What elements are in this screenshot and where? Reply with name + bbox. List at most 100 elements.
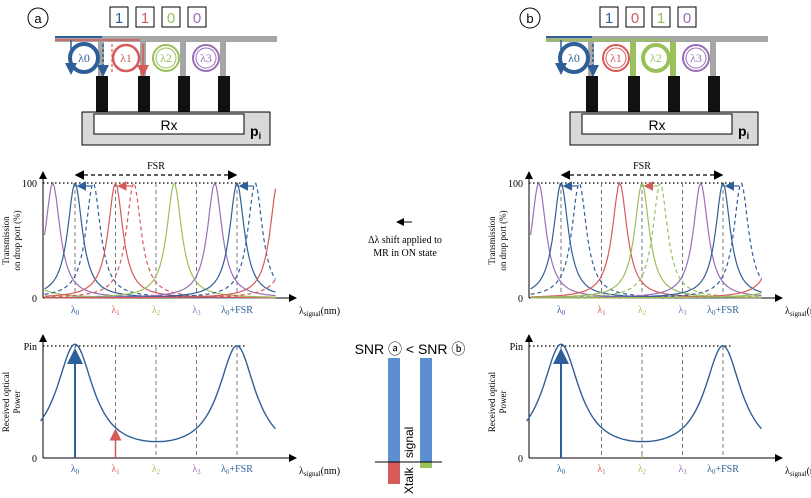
x-tick-label: λ0+FSR [707,464,739,476]
x-tick-label: λ2 [638,464,647,476]
svg-text:λ3: λ3 [200,51,212,65]
y-min-label: 0 [518,454,523,465]
y-axis-label-2: on drop port (%) [498,210,508,270]
bit-3: 0 [193,10,201,27]
x-tick-label: λ2 [152,305,161,317]
snr-comparison: SNR ⓐ < SNR ⓑ signal Xtalk [355,341,466,494]
resonance-curve-original [44,181,276,299]
ring-3: λ3 [682,44,710,72]
panel-a-badge: a [27,7,49,29]
y-min-label: 0 [32,294,37,305]
power-label: pi [738,123,749,141]
x-tick-label: λ3 [192,464,201,476]
photodetector [668,76,680,112]
svg-text:λ1: λ1 [610,51,622,65]
y-axis-label-2: on drop port (%) [12,210,22,270]
ring-1: λ1 [111,43,141,73]
ring-0: λ0 [68,42,100,74]
x-tick-label: λ2 [638,305,647,317]
bus-waveguide [55,36,277,42]
panel-b-power-plot: λ0 λ1 λ2 λ3 λ0+FSR Pin 0 Received optical Power λ… [487,334,811,478]
x-tick-label: λ1 [111,464,120,476]
bit-0: 1 [605,10,613,27]
resonance-curve-original [44,278,276,299]
photodetector [96,76,108,112]
x-tick-label: λ1 [597,305,606,317]
panel-b-transmission-plot: FSR λ0 λ1 λ2 λ3 λ0+FSR 100 0 Transmission on drop… [487,161,811,318]
photodetector [708,76,720,112]
photodetector [218,76,230,112]
power-label: pi [250,123,261,141]
panel-b-bits: 1 0 1 0 [599,6,697,28]
ring-0: λ0 [558,42,590,74]
panel-b-badge: b [519,7,541,29]
x-axis-label: λsignal(nm) [299,306,340,318]
bit-1: 1 [141,10,149,27]
svg-text:λ2: λ2 [650,51,662,65]
shift-legend-line1: Δλ shift applied to [368,235,442,246]
fsr-label: FSR [633,161,651,172]
y-max-label: 100 [508,179,523,190]
x-tick-label: λ0+FSR [221,305,253,317]
ring-3: λ3 [192,44,220,72]
x-tick-label: λ0 [71,305,80,317]
panel-a-power-plot: λ0 λ1 λ2 λ3 λ0+FSR Pin 0 Received optical Power λ… [1,334,340,478]
shift-legend-line2: MR in ON state [373,248,437,259]
bit-1: 0 [631,10,639,27]
svg-text:λ1: λ1 [120,51,132,65]
snr-signal-label: signal [402,427,416,458]
svg-text:λ3: λ3 [690,51,702,65]
x-axis-label: λsignal(nm) [299,466,340,478]
x-tick-label: λ3 [192,305,201,317]
x-tick-label: λ0 [71,464,80,476]
bit-2: 0 [167,10,175,27]
y-axis-label: Received optical [487,371,497,432]
svg-text:λ0: λ0 [78,51,90,65]
x-tick-label: λ0 [557,464,566,476]
panel-a-transmission-plot: FSR λ0 λ1 λ2 λ3 λ0+FSR 100 0 Transmission on drop… [1,161,340,318]
ring-2: λ2 [152,44,180,72]
snr-a-signal-bar [388,358,400,462]
x-tick-label: λ3 [678,464,687,476]
photodetector [628,76,640,112]
y-min-label: 0 [518,294,523,305]
fsr-label: FSR [147,161,165,172]
x-tick-label: λ0+FSR [707,305,739,317]
snr-a-xtalk-bar [388,462,400,484]
receiver-label: Rx [160,117,177,133]
x-axis-label: λsignal(nm) [785,306,811,318]
y-max-label: Pin [24,342,37,353]
receiver-label: Rx [648,117,665,133]
x-tick-label: λ2 [152,464,161,476]
y-axis-label-2: Power [12,391,22,414]
snr-xtalk-label: Xtalk [402,466,416,494]
panel-a-architecture: a 1 1 0 0 λ0 λ1 [27,6,277,146]
resonance-curve-original [530,295,762,299]
x-tick-label: λ1 [597,464,606,476]
snr-b-xtalk-bar [420,462,432,468]
snr-b-signal-bar [420,358,432,462]
y-max-label: Pin [510,342,523,353]
bit-2: 1 [657,10,665,27]
panel-b-label: b [526,11,533,26]
y-axis-label: Received optical [1,371,11,432]
panel-a-label: a [34,11,42,26]
bit-3: 0 [683,10,691,27]
shift-legend: Δλ shift applied to MR in ON state [368,218,442,259]
x-tick-label: λ3 [678,305,687,317]
y-min-label: 0 [32,454,37,465]
photodetector [586,76,598,112]
ring-1: λ1 [602,44,630,72]
photodetector [178,76,190,112]
y-axis-label: Transmission [487,216,497,265]
x-tick-label: λ0 [557,305,566,317]
x-axis-label: λsignal(nm) [785,466,811,478]
svg-text:λ0: λ0 [568,51,580,65]
snr-text: SNR ⓐ < SNR ⓑ [355,341,466,357]
x-tick-label: λ1 [111,305,120,317]
svg-text:λ2: λ2 [160,51,172,65]
y-axis-label: Transmission [1,216,11,265]
y-max-label: 100 [22,179,37,190]
y-axis-label-2: Power [498,391,508,414]
